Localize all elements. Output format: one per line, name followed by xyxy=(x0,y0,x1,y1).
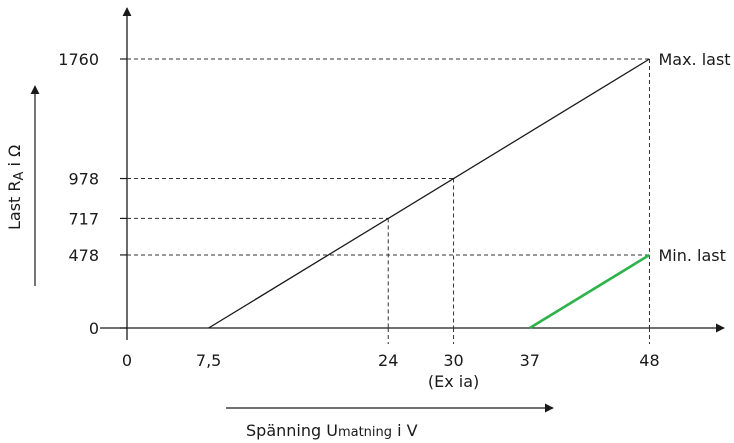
x-tick-label: 37 xyxy=(520,351,540,370)
series-line xyxy=(208,58,650,329)
y-ticks: 0 478 717 978 1760 xyxy=(58,50,127,338)
x-tick-label: 0 xyxy=(122,351,132,370)
x-tick-label: 48 xyxy=(639,351,659,370)
y-axis-title: Last RA i Ω xyxy=(5,145,27,230)
x-ticks: 0 7,5 24 30 37 48 xyxy=(122,351,660,370)
y-tick-label: 978 xyxy=(68,170,99,189)
y-axis-title-prefix: Last R xyxy=(5,180,24,230)
x-axis-title-prefix: Spänning U xyxy=(246,421,338,440)
series-line xyxy=(529,253,651,330)
series-label: Max. last xyxy=(658,50,730,69)
y-tick-label: 478 xyxy=(68,246,99,265)
y-axis-title-subscript: A xyxy=(12,171,27,180)
series-group xyxy=(208,58,651,330)
y-tick-label: 1760 xyxy=(58,50,99,69)
x-axis-title-suffix: i V xyxy=(392,421,418,440)
x-axis-title: Spänning Umatning i V xyxy=(246,421,418,440)
x-tick-label: 24 xyxy=(378,351,398,370)
series-label: Min. last xyxy=(658,246,725,265)
x-axis-title-subscript: matning xyxy=(338,425,392,440)
y-axis-title-suffix: i Ω xyxy=(5,145,24,172)
series-labels: Max. last Min. last xyxy=(658,50,730,265)
guide-lines xyxy=(127,58,650,344)
x-note: (Ex ia) xyxy=(428,372,479,391)
x-tick-label: 7,5 xyxy=(196,351,221,370)
y-tick-label: 717 xyxy=(68,209,99,228)
y-tick-label: 0 xyxy=(89,319,99,338)
x-tick-label: 30 xyxy=(443,351,463,370)
